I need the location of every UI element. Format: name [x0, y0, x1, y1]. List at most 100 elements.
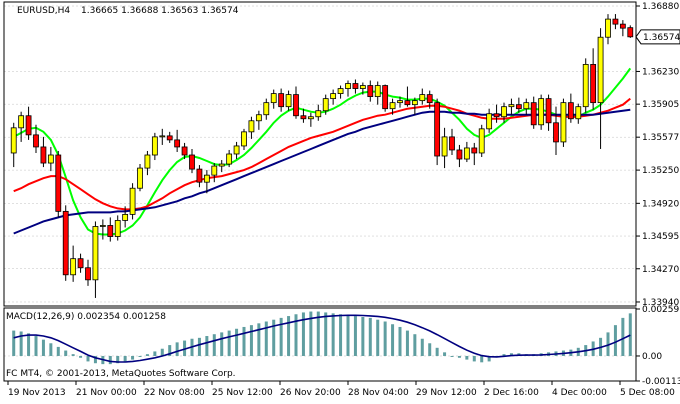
- bullish-candle: [523, 102, 530, 110]
- bearish-candle: [181, 146, 188, 156]
- bullish-candle: [575, 106, 582, 120]
- bullish-candle: [285, 94, 292, 108]
- candlesticks: [10, 14, 634, 298]
- time-tick-label: 29 Nov 12:00: [416, 388, 477, 398]
- bullish-candle: [255, 114, 262, 122]
- bullish-candle: [315, 110, 322, 118]
- macd-histogram-bar: [398, 326, 402, 356]
- bearish-candle: [426, 94, 433, 104]
- macd-histogram-bar: [472, 355, 476, 362]
- macd-histogram-bar: [108, 355, 112, 365]
- bearish-candle: [545, 98, 552, 124]
- macd-histogram-bar: [41, 339, 45, 356]
- price-tick-label: 1.33940: [642, 298, 679, 308]
- macd-histogram-bar: [153, 351, 157, 356]
- macd-histogram-bar: [480, 355, 484, 363]
- bearish-candle: [404, 100, 411, 106]
- macd-histogram-bar: [168, 345, 172, 356]
- bearish-candle: [40, 146, 47, 164]
- bullish-candle: [10, 127, 17, 154]
- bullish-candle: [211, 165, 218, 176]
- bullish-candle: [538, 98, 545, 126]
- macd-histogram-bar: [383, 321, 387, 356]
- bullish-candle: [605, 18, 611, 38]
- macd-histogram-bar: [346, 315, 350, 356]
- macd-signal-line: [13, 314, 631, 363]
- current-price-box: [635, 29, 680, 45]
- bullish-candle: [114, 220, 121, 237]
- bearish-candle: [33, 134, 39, 148]
- macd-tick-label: 0.00: [642, 352, 662, 362]
- macd-histogram-bar: [316, 311, 320, 356]
- time-tick-label: 21 Nov 00:00: [76, 388, 137, 398]
- macd-histogram-bar: [465, 355, 469, 360]
- bullish-candle: [337, 88, 344, 94]
- time-tick-label: 4 Dec 00:00: [552, 388, 607, 398]
- bullish-candle: [508, 104, 515, 108]
- bullish-candle: [226, 153, 233, 165]
- bearish-candle: [55, 154, 62, 212]
- bearish-candle: [278, 93, 285, 108]
- bearish-candle: [174, 139, 181, 148]
- bearish-candle: [25, 115, 32, 136]
- bearish-candle: [553, 122, 559, 143]
- macd-histogram-bar: [405, 330, 409, 356]
- price-tick-label: 1.35577: [642, 133, 679, 143]
- bullish-candle: [129, 187, 136, 215]
- bearish-candle: [515, 104, 522, 110]
- macd-histogram-bar: [606, 332, 610, 356]
- bearish-candle: [85, 267, 91, 281]
- bullish-candle: [151, 136, 158, 156]
- macd-histogram-bar: [34, 336, 38, 356]
- price-grid: [4, 5, 636, 303]
- bullish-candle: [359, 85, 366, 89]
- bullish-candle: [441, 136, 448, 157]
- bullish-candle: [486, 113, 493, 130]
- bearish-candle: [619, 23, 626, 29]
- macd-histogram-bar: [331, 313, 335, 356]
- bearish-candle: [590, 64, 597, 104]
- macd-histogram-bar: [301, 312, 305, 356]
- macd-histogram-bar: [249, 325, 253, 356]
- macd-histogram-bar: [420, 338, 424, 356]
- bearish-candle: [107, 225, 114, 237]
- macd-histogram-bar: [368, 317, 372, 356]
- bullish-candle: [159, 135, 166, 138]
- symbol-label: EURUSD,H4: [17, 6, 70, 16]
- bearish-candle: [352, 83, 359, 89]
- bullish-candle: [241, 131, 247, 147]
- bearish-candle: [449, 136, 455, 151]
- macd-histogram-bar: [49, 343, 53, 356]
- bullish-candle: [99, 225, 106, 227]
- price-tick-label: 1.36230: [642, 67, 679, 77]
- macd-histogram-bar: [123, 355, 127, 362]
- bearish-candle: [300, 115, 307, 120]
- macd-histogram-bar: [86, 355, 90, 362]
- bearish-candle: [567, 102, 574, 120]
- chart-frames: [3, 1, 637, 382]
- bullish-candle: [233, 145, 240, 155]
- bullish-candle: [218, 163, 225, 167]
- macd-histogram-bar: [287, 316, 291, 356]
- macd-histogram-bar: [242, 326, 246, 356]
- price-tick-label: 1.35250: [642, 166, 679, 176]
- price-tick-label: 1.36880: [642, 2, 679, 12]
- bearish-candle: [471, 147, 478, 154]
- macd-histogram-bar: [428, 343, 432, 356]
- bullish-candle: [18, 115, 25, 129]
- bearish-candle: [62, 210, 69, 276]
- time-tick-label: 26 Nov 20:00: [280, 388, 341, 398]
- bullish-candle: [389, 102, 396, 110]
- quote-label: 1.36665 1.36688 1.36563 1.36574: [81, 6, 239, 16]
- macd-histogram-bar: [27, 333, 31, 356]
- bearish-candle: [196, 168, 203, 183]
- macd-histogram-bar: [220, 332, 224, 356]
- time-tick-label: 22 Nov 08:00: [144, 388, 205, 398]
- macd-histogram-bar: [264, 321, 268, 356]
- bullish-candle: [345, 83, 351, 89]
- macd-histogram-bar: [257, 323, 261, 356]
- macd-histogram-bar: [64, 350, 68, 356]
- macd-histogram-bar: [339, 314, 343, 356]
- time-tick-label: 25 Nov 12:00: [212, 388, 273, 398]
